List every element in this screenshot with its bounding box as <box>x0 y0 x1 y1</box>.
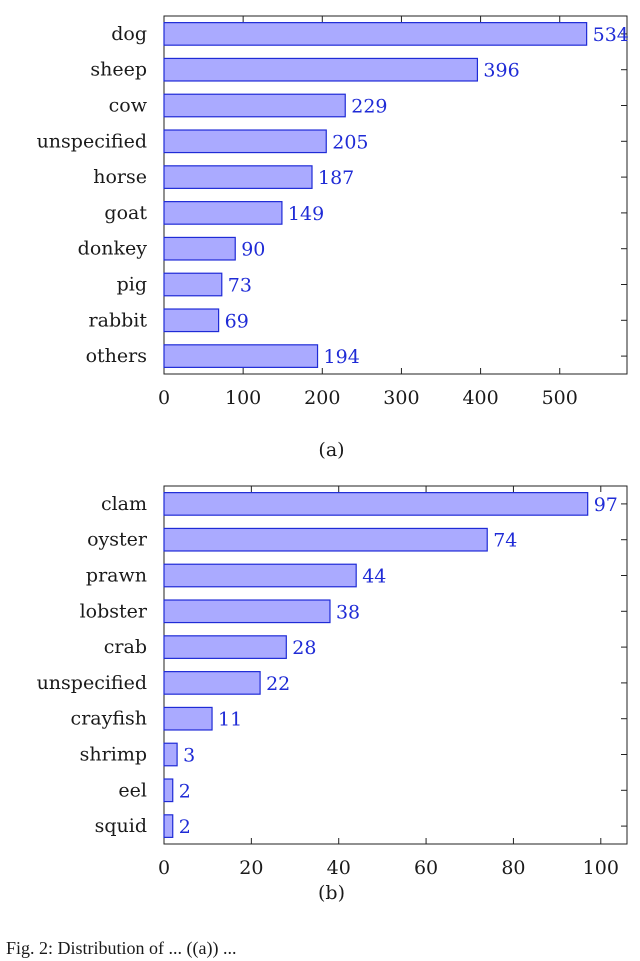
category-label: shrimp <box>80 744 147 766</box>
category-label: sheep <box>90 59 147 81</box>
bar <box>163 778 174 803</box>
subfigure-caption: (b) <box>318 882 345 904</box>
category-label: crayfish <box>71 708 147 730</box>
bar <box>163 527 488 552</box>
data-label: 396 <box>483 60 519 82</box>
x-tick-label: 0 <box>158 387 170 409</box>
x-tick-label: 300 <box>383 387 419 409</box>
category-label: dog <box>111 23 147 45</box>
subfigure-caption: (a) <box>318 439 344 461</box>
data-label: 205 <box>332 131 368 153</box>
data-label: 69 <box>225 310 249 332</box>
data-label: 149 <box>288 203 324 225</box>
bar <box>163 129 327 154</box>
category-label: lobster <box>80 600 148 622</box>
chart-a: 0 100 200 300 400 500 dog 534 sheep 396 cow 229 unsp… <box>37 15 629 461</box>
data-label: 2 <box>179 780 191 802</box>
category-label: goat <box>104 202 147 224</box>
plot-frame <box>163 15 628 375</box>
data-label: 2 <box>179 816 191 838</box>
bar <box>163 93 346 118</box>
bar <box>163 742 178 767</box>
bar <box>163 671 261 695</box>
bar <box>163 308 220 333</box>
category-label: cow <box>109 95 148 117</box>
data-label: 11 <box>218 709 242 731</box>
category-label: horse <box>93 166 147 188</box>
category-label: eel <box>118 779 147 801</box>
bar <box>163 201 283 225</box>
data-label: 44 <box>362 566 386 588</box>
bar <box>163 165 313 189</box>
bar <box>163 344 319 368</box>
category-label: unspecified <box>37 130 147 152</box>
category-label: others <box>86 345 147 367</box>
bar <box>163 272 223 297</box>
bar <box>163 563 357 588</box>
bar <box>163 236 236 261</box>
data-label: 97 <box>594 494 618 516</box>
plot-frame <box>163 485 628 845</box>
bar <box>163 814 174 838</box>
x-tick-label: 0 <box>158 857 170 879</box>
x-tick-label: 500 <box>542 387 578 409</box>
category-label: donkey <box>78 238 148 260</box>
bar <box>163 706 213 731</box>
category-label: unspecified <box>37 672 147 694</box>
bar <box>163 492 589 516</box>
x-tick-label: 400 <box>462 387 498 409</box>
data-label: 229 <box>351 96 387 118</box>
x-tick-label: 100 <box>583 857 619 879</box>
data-label: 38 <box>336 601 360 623</box>
data-label: 534 <box>593 24 629 46</box>
data-label: 28 <box>292 637 316 659</box>
data-label: 73 <box>228 275 252 297</box>
x-tick-label: 100 <box>225 387 261 409</box>
data-label: 74 <box>493 530 517 552</box>
bar <box>163 599 331 624</box>
category-label: pig <box>117 274 147 296</box>
data-label: 187 <box>318 167 354 189</box>
category-label: prawn <box>86 565 147 587</box>
category-label: oyster <box>87 529 148 551</box>
x-tick-label: 80 <box>501 857 525 879</box>
x-tick-label: 60 <box>414 857 438 879</box>
x-tick-label: 40 <box>327 857 351 879</box>
category-label: crab <box>104 636 147 658</box>
bar <box>163 635 287 659</box>
category-label: clam <box>101 493 147 515</box>
x-tick-label: 20 <box>239 857 263 879</box>
bar <box>163 22 588 46</box>
chart-b: 0 20 40 60 80 100 clam 97 oyster 74 prawn 44 lobster… <box>37 485 628 904</box>
figure-caption: Fig. 2: Distribution of ... ((a)) ... <box>6 938 237 958</box>
data-label: 22 <box>266 673 290 695</box>
category-label: rabbit <box>89 309 148 331</box>
data-label: 90 <box>241 239 265 261</box>
category-label: squid <box>95 815 147 837</box>
data-label: 3 <box>183 745 195 767</box>
bar <box>163 57 479 82</box>
data-label: 194 <box>324 346 360 368</box>
x-tick-label: 200 <box>304 387 340 409</box>
